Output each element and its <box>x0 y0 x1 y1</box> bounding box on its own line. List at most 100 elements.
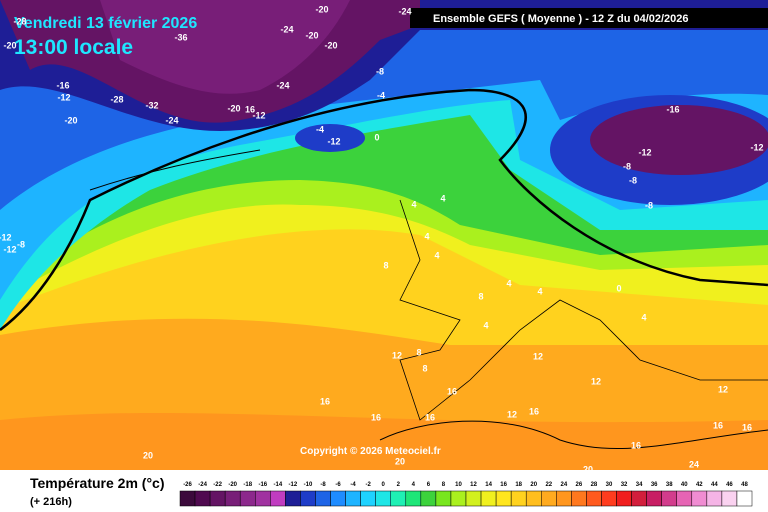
contour-label: 16 <box>245 104 255 114</box>
contour-label: 16 <box>713 420 723 430</box>
contour-label: -12 <box>0 232 12 242</box>
contour-label: 4 <box>440 193 445 203</box>
contour-label: -16 <box>666 104 679 114</box>
legend-swatch <box>194 490 211 507</box>
contour-label: 24 <box>689 459 699 469</box>
contour-label: -20 <box>227 103 240 113</box>
legend-swatch <box>721 490 738 507</box>
legend-tick-label: 2 <box>397 482 401 488</box>
legend-swatch <box>435 490 452 507</box>
contour-label: 16 <box>529 406 539 416</box>
legend-tick-label: 30 <box>606 482 613 488</box>
legend-tick-label: 10 <box>455 482 462 488</box>
legend-tick-label: 36 <box>651 482 658 488</box>
legend-tick-label: 0 <box>382 482 386 488</box>
legend-swatch <box>556 490 572 507</box>
legend-tick-label: 24 <box>560 482 567 488</box>
contour-label: 20 <box>395 456 405 466</box>
lead-time: (+ 216h) <box>30 496 72 508</box>
legend-tick-label: -12 <box>289 482 298 488</box>
legend-swatch <box>405 490 422 507</box>
legend-tick-label: -22 <box>213 482 222 488</box>
contour-label: -20 <box>64 115 77 125</box>
legend-swatch <box>616 490 632 507</box>
contour-label: 16 <box>631 440 641 450</box>
contour-label: 12 <box>392 350 402 360</box>
legend-swatch <box>646 490 662 507</box>
legend-swatch <box>601 490 617 507</box>
contour-label: 4 <box>411 199 416 209</box>
contour-label: -8 <box>376 66 384 76</box>
legend-tick-label: -8 <box>320 482 326 488</box>
legend-swatch <box>375 490 391 507</box>
contour-label: -12 <box>638 147 651 157</box>
legend-tick-label: 22 <box>545 482 552 488</box>
legend-tick-label: -20 <box>228 482 237 488</box>
legend-swatch <box>465 490 482 507</box>
legend-tick-label: -2 <box>365 482 371 488</box>
legend-swatch <box>706 490 723 507</box>
contour-label: 8 <box>422 363 427 373</box>
legend-tick-label: 40 <box>681 482 688 488</box>
legend-tick-label: 18 <box>515 482 522 488</box>
legend-tick-label: 38 <box>666 482 673 488</box>
legend-swatch <box>586 490 602 507</box>
contour-label: -8 <box>629 175 637 185</box>
contour-label: 0 <box>616 283 621 293</box>
legend-swatch <box>676 490 693 507</box>
contour-label: -4 <box>316 124 324 134</box>
legend-tick-label: -10 <box>304 482 313 488</box>
legend-swatch <box>661 490 677 507</box>
contour-label: 4 <box>641 312 646 322</box>
contour-label: 16 <box>371 412 381 422</box>
contour-label: -24 <box>398 6 411 16</box>
legend-tick-label: -6 <box>335 482 341 488</box>
contour-label: 16 <box>425 412 435 422</box>
legend-swatch <box>224 490 241 507</box>
legend-tick-label: -16 <box>258 482 267 488</box>
legend-swatch <box>541 490 557 507</box>
time: 13:00 locale <box>14 36 133 59</box>
contour-label: 8 <box>478 291 483 301</box>
legend-swatch <box>420 490 437 507</box>
legend-tick-label: 28 <box>591 482 598 488</box>
legend-swatch <box>270 490 286 507</box>
legend-title: Température 2m (°c) <box>30 475 165 491</box>
legend-swatch <box>360 490 376 507</box>
legend-tick-label: -14 <box>274 482 283 488</box>
contour-label: 4 <box>483 320 488 330</box>
contour-label: -8 <box>17 239 25 249</box>
contour-label: -12 <box>750 142 763 152</box>
contour-label: -20 <box>315 4 328 14</box>
legend-tick-label: 48 <box>741 482 748 488</box>
legend-tick-label: -24 <box>198 482 207 488</box>
legend-swatch <box>255 490 271 507</box>
contour-label: -32 <box>145 100 158 110</box>
legend-swatch <box>330 490 346 507</box>
legend-swatch <box>495 490 512 507</box>
legend-tick-label: -18 <box>243 482 252 488</box>
legend-swatch <box>450 490 467 507</box>
legend-swatch <box>239 490 256 507</box>
contour-label: -8 <box>645 200 653 210</box>
legend-swatch <box>345 490 361 507</box>
legend-tick-label: 32 <box>621 482 628 488</box>
legend-swatch <box>510 490 527 507</box>
contour-label: 4 <box>434 250 439 260</box>
legend-tick-label: 4 <box>412 482 416 488</box>
contour-label: 4 <box>506 278 511 288</box>
legend-tick-label: 12 <box>470 482 477 488</box>
contour-label: -24 <box>280 24 293 34</box>
legend-tick-label: 34 <box>636 482 643 488</box>
contour-label: 8 <box>383 260 388 270</box>
legend-tick-label: 26 <box>576 482 583 488</box>
header-bar <box>410 8 768 28</box>
legend-tick-label: 46 <box>726 482 733 488</box>
contour-label: -28 <box>110 94 123 104</box>
legend-tick-label: 44 <box>711 482 718 488</box>
contour-label: -12 <box>57 92 70 102</box>
legend-tick-label: 8 <box>442 482 446 488</box>
contour-label: -20 <box>324 40 337 50</box>
legend-swatch <box>179 490 196 507</box>
